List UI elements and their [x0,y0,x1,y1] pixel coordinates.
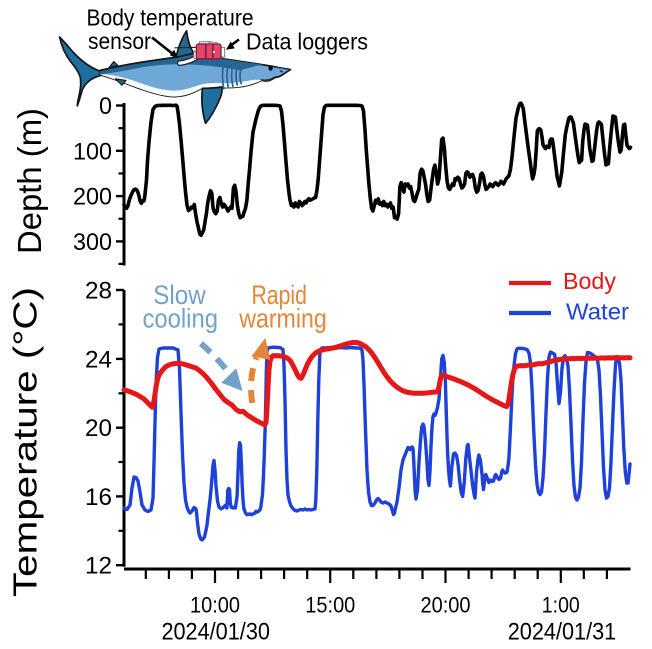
svg-text:16: 16 [85,484,112,511]
svg-text:2024/01/31: 2024/01/31 [508,619,617,646]
svg-text:15:00: 15:00 [305,593,355,618]
svg-text:0: 0 [99,93,112,120]
svg-text:2024/01/30: 2024/01/30 [161,619,270,646]
svg-text:28: 28 [85,278,112,305]
svg-text:Data loggers: Data loggers [246,29,368,55]
svg-text:Body temperature: Body temperature [87,5,254,31]
svg-text:20:00: 20:00 [421,593,471,618]
svg-text:100: 100 [73,138,112,165]
svg-text:cooling: cooling [142,303,218,333]
svg-text:12: 12 [85,553,112,580]
svg-text:Slow: Slow [153,280,206,310]
svg-text:20: 20 [85,415,112,442]
svg-text:200: 200 [73,184,112,211]
svg-text:24: 24 [85,346,112,373]
svg-text:Depth (m): Depth (m) [11,108,48,254]
svg-text:Body: Body [563,268,616,294]
svg-text:Rapid: Rapid [251,280,307,310]
svg-text:sensor: sensor [88,28,151,54]
svg-text:10:00: 10:00 [190,593,240,618]
svg-text:300: 300 [73,229,112,256]
svg-text:1:00: 1:00 [542,593,580,618]
svg-text:Temperature (°C): Temperature (°C) [7,287,44,597]
svg-text:warming: warming [238,303,326,333]
svg-text:Water: Water [566,299,629,325]
